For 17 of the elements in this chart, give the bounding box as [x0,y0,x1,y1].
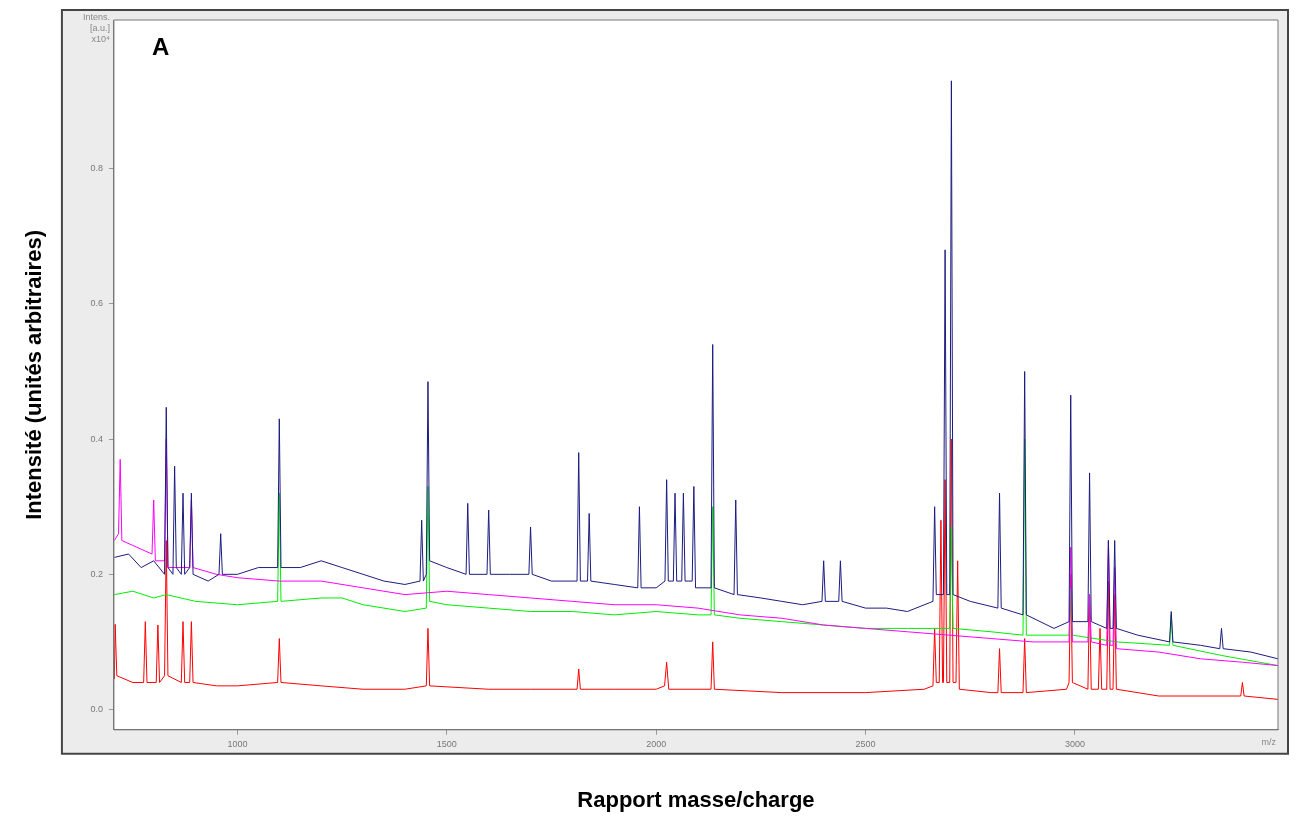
x-tick-label: 1000 [227,738,248,749]
text: [a.u.] [89,22,110,33]
text: A [151,32,170,60]
y-axis-title: Intensité (unités arbitraires) [21,230,47,520]
text: Intens. [82,11,110,22]
y-tick-label: 0.6 [90,298,103,309]
y-tick-label: 0.4 [90,433,103,444]
text: x10⁴ [91,33,111,44]
y-tick-label: 0.2 [90,568,103,579]
text: m/z [1261,736,1277,747]
x-tick-label: 2500 [855,738,876,749]
x-tick-label: 1500 [436,738,457,749]
x-tick-label: 3000 [1064,738,1085,749]
y-tick-label: 0.8 [90,163,103,174]
y-tick-label: 0.0 [90,704,103,714]
x-axis-title: Rapport masse/charge [577,786,815,812]
x-tick-label: 2000 [646,738,667,749]
